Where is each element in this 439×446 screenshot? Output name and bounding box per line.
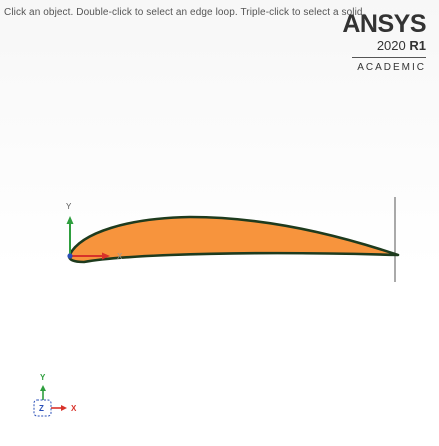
airfoil-surface[interactable]: [67, 215, 400, 264]
brand-version-release: R1: [409, 38, 426, 53]
brand-edition: ACADEMIC: [357, 62, 426, 73]
global-y-label: Y: [40, 373, 46, 382]
brand-divider: [352, 57, 426, 58]
global-x-arrow-icon: [61, 405, 67, 411]
local-x-arrow-icon: [102, 252, 110, 260]
global-x-label: X: [71, 404, 77, 413]
global-orientation-triad[interactable]: Y Z X: [33, 373, 77, 417]
brand-version-year: 2020: [376, 38, 406, 53]
global-z-label: Z: [39, 404, 44, 413]
local-y-label: Y: [66, 202, 72, 211]
brand-version: 2020 R1: [336, 38, 426, 54]
local-origin-icon: [67, 253, 73, 259]
local-x-label: X: [117, 252, 123, 261]
selection-hint-text: Click an object. Double-click to select …: [4, 7, 366, 18]
brand-name: ANSYS: [342, 10, 426, 38]
ansys-logo: ANSYS 2020 R1 ACADEMIC: [336, 12, 426, 74]
local-coordinate-triad: Y X: [66, 202, 123, 261]
global-z-marker: [33, 399, 52, 417]
global-y-arrow-icon: [40, 385, 46, 391]
local-y-arrow-icon: [66, 216, 74, 224]
